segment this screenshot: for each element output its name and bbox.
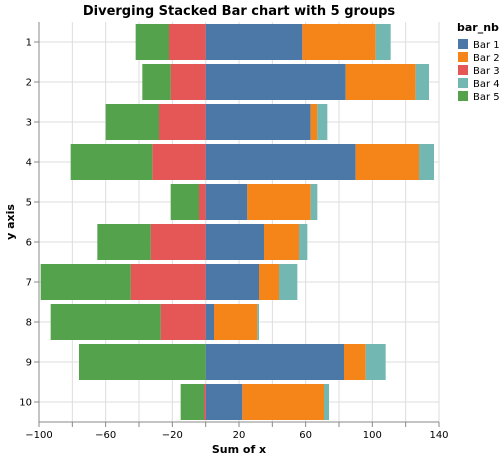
bar-bar-5-row-3 bbox=[105, 104, 159, 140]
bar-bar-2-row-10 bbox=[242, 384, 324, 420]
bar-bar-2-row-8 bbox=[214, 304, 258, 340]
bar-bar-3-row-2 bbox=[170, 64, 206, 100]
x-tick-label: −20 bbox=[162, 430, 183, 441]
bar-bar-1-row-5 bbox=[205, 184, 248, 220]
y-tick-label: 10 bbox=[19, 398, 32, 409]
bar-bar-5-row-2 bbox=[142, 64, 171, 100]
bar-bar-4-row-5 bbox=[310, 184, 318, 220]
y-tick-label: 2 bbox=[26, 78, 32, 89]
legend-swatch-bar-5 bbox=[458, 91, 468, 101]
bar-bar-3-row-7 bbox=[130, 264, 206, 300]
bar-bar-2-row-4 bbox=[355, 144, 419, 180]
x-tick-label: 20 bbox=[233, 430, 246, 441]
y-tick-label: 4 bbox=[26, 158, 32, 169]
legend-label-bar-5: Bar 5 bbox=[473, 92, 500, 103]
bar-bar-2-row-7 bbox=[259, 264, 279, 300]
bar-bar-4-row-7 bbox=[279, 264, 298, 300]
bar-bar-4-row-3 bbox=[317, 104, 328, 140]
legend: bar_nb Bar 1 Bar 2 Bar 3 Bar 4 Bar 5 bbox=[457, 21, 500, 103]
bar-bar-5-row-7 bbox=[40, 264, 131, 300]
bar-bar-4-row-4 bbox=[419, 144, 434, 180]
bar-bar-1-row-6 bbox=[205, 224, 264, 260]
bar-bar-1-row-8 bbox=[205, 304, 214, 340]
y-tick-label: 3 bbox=[26, 118, 32, 129]
y-axis-title: y axis bbox=[4, 204, 17, 240]
bar-bar-1-row-10 bbox=[205, 384, 243, 420]
chart-title: Diverging Stacked Bar chart with 5 group… bbox=[83, 4, 396, 19]
x-tick-label: −100 bbox=[25, 430, 52, 441]
bar-bar-1-row-9 bbox=[205, 344, 344, 380]
bar-bar-3-row-4 bbox=[152, 144, 206, 180]
bar-bar-4-row-6 bbox=[299, 224, 308, 260]
bar-bar-2-row-5 bbox=[247, 184, 311, 220]
bar-bar-3-row-10 bbox=[204, 384, 206, 420]
legend-label-bar-4: Bar 4 bbox=[473, 79, 500, 90]
bar-bar-2-row-2 bbox=[345, 64, 416, 100]
bar-bar-1-row-4 bbox=[205, 144, 356, 180]
bar-bar-1-row-2 bbox=[205, 64, 346, 100]
bar-bar-5-row-5 bbox=[170, 184, 199, 220]
bar-bar-3-row-3 bbox=[159, 104, 206, 140]
x-tick-label: 140 bbox=[429, 430, 448, 441]
bar-bar-2-row-1 bbox=[302, 24, 376, 60]
bar-bar-3-row-8 bbox=[160, 304, 206, 340]
y-tick-label: 8 bbox=[26, 318, 32, 329]
legend-swatch-bar-4 bbox=[458, 78, 468, 88]
legend-swatch-bar-3 bbox=[458, 65, 468, 75]
axes: −100 −60 −20 20 60 100 140 1 2 3 4 5 6 7 8 9 10 bbox=[19, 22, 449, 441]
legend-label-bar-2: Bar 2 bbox=[473, 53, 500, 64]
y-tick-label: 6 bbox=[26, 238, 32, 249]
bar-bar-5-row-1 bbox=[135, 24, 169, 60]
legend-swatch-bar-1 bbox=[458, 39, 468, 49]
legend-title: bar_nb bbox=[457, 21, 499, 34]
x-tick-label: 100 bbox=[363, 430, 382, 441]
bar-bar-3-row-5 bbox=[199, 184, 206, 220]
legend-label-bar-1: Bar 1 bbox=[473, 40, 500, 51]
bar-bar-3-row-1 bbox=[169, 24, 206, 60]
bar-bar-2-row-9 bbox=[344, 344, 366, 380]
bar-bar-2-row-3 bbox=[310, 104, 318, 140]
bar-bar-5-row-8 bbox=[50, 304, 161, 340]
bar-bar-5-row-9 bbox=[79, 344, 206, 380]
bar-bar-1-row-7 bbox=[205, 264, 259, 300]
bar-bar-2-row-6 bbox=[264, 224, 299, 260]
bar-bar-4-row-9 bbox=[365, 344, 386, 380]
bar-bar-5-row-4 bbox=[70, 144, 153, 180]
y-tick-label: 5 bbox=[26, 198, 32, 209]
bar-bar-4-row-2 bbox=[415, 64, 429, 100]
x-axis-title: Sum of x bbox=[212, 443, 266, 456]
bar-bar-1-row-1 bbox=[205, 24, 303, 60]
legend-label-bar-3: Bar 3 bbox=[473, 66, 500, 77]
x-tick-label: 60 bbox=[299, 430, 312, 441]
bar-bar-4-row-1 bbox=[375, 24, 391, 60]
bars bbox=[40, 24, 434, 420]
bar-bar-1-row-3 bbox=[205, 104, 311, 140]
bar-bar-5-row-6 bbox=[97, 224, 151, 260]
legend-swatch-bar-2 bbox=[458, 52, 468, 62]
bar-bar-4-row-10 bbox=[324, 384, 329, 420]
bar-bar-5-row-10 bbox=[180, 384, 204, 420]
y-tick-label: 7 bbox=[26, 278, 32, 289]
y-tick-label: 9 bbox=[26, 358, 32, 369]
x-tick-label: −60 bbox=[95, 430, 116, 441]
bar-bar-4-row-8 bbox=[257, 304, 259, 340]
bar-bar-3-row-6 bbox=[150, 224, 206, 260]
y-tick-label: 1 bbox=[26, 38, 32, 49]
